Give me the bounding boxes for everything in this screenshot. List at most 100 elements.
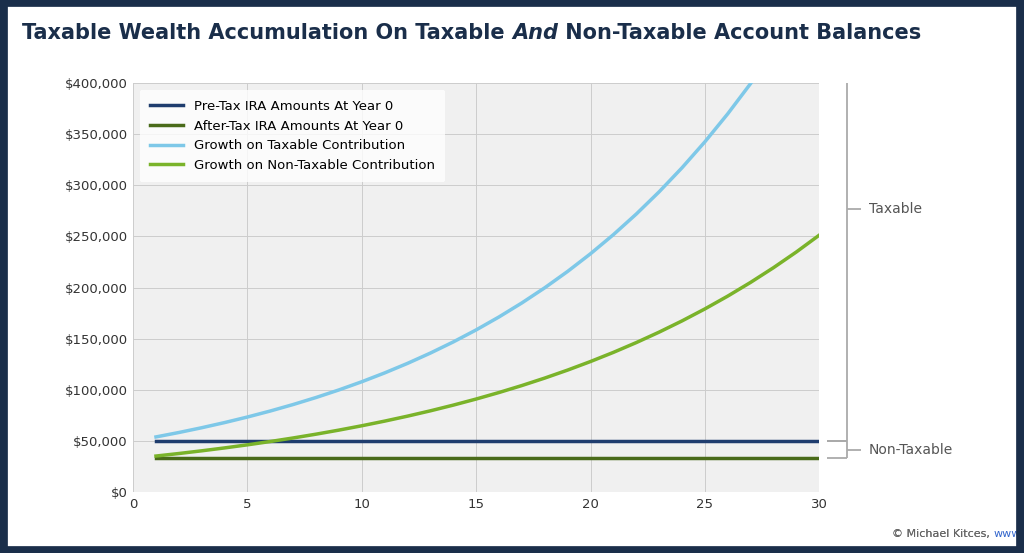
Growth on Non-Taxable Contribution bbox=[287, 435, 299, 441]
Growth on Taxable Contribution bbox=[676, 164, 688, 171]
Pre-Tax IRA Amounts At Year 0 bbox=[242, 438, 254, 445]
Growth on Taxable Contribution bbox=[698, 139, 711, 145]
Pre-Tax IRA Amounts At Year 0 bbox=[287, 438, 299, 445]
Pre-Tax IRA Amounts At Year 0 bbox=[424, 438, 436, 445]
Growth on Non-Taxable Contribution bbox=[813, 232, 825, 238]
Text: And: And bbox=[512, 23, 558, 43]
Growth on Non-Taxable Contribution bbox=[333, 427, 345, 434]
Pre-Tax IRA Amounts At Year 0 bbox=[676, 438, 688, 445]
Growth on Non-Taxable Contribution bbox=[310, 431, 323, 437]
Growth on Non-Taxable Contribution bbox=[242, 441, 254, 448]
Growth on Non-Taxable Contribution bbox=[493, 389, 505, 396]
Pre-Tax IRA Amounts At Year 0 bbox=[744, 438, 757, 445]
After-Tax IRA Amounts At Year 0 bbox=[470, 455, 482, 462]
Growth on Taxable Contribution bbox=[310, 394, 323, 401]
Growth on Non-Taxable Contribution bbox=[355, 422, 368, 429]
Text: © Michael Kitces,: © Michael Kitces, bbox=[892, 529, 993, 539]
Legend: Pre-Tax IRA Amounts At Year 0, After-Tax IRA Amounts At Year 0, Growth on Taxabl: Pre-Tax IRA Amounts At Year 0, After-Tax… bbox=[139, 90, 445, 182]
After-Tax IRA Amounts At Year 0 bbox=[516, 455, 528, 462]
After-Tax IRA Amounts At Year 0 bbox=[791, 455, 803, 462]
Growth on Taxable Contribution bbox=[585, 251, 597, 257]
Pre-Tax IRA Amounts At Year 0 bbox=[447, 438, 460, 445]
Growth on Taxable Contribution bbox=[607, 231, 620, 238]
After-Tax IRA Amounts At Year 0 bbox=[447, 455, 460, 462]
Pre-Tax IRA Amounts At Year 0 bbox=[218, 438, 230, 445]
Pre-Tax IRA Amounts At Year 0 bbox=[516, 438, 528, 445]
After-Tax IRA Amounts At Year 0 bbox=[585, 455, 597, 462]
After-Tax IRA Amounts At Year 0 bbox=[173, 455, 185, 462]
After-Tax IRA Amounts At Year 0 bbox=[379, 455, 391, 462]
Pre-Tax IRA Amounts At Year 0 bbox=[379, 438, 391, 445]
Growth on Taxable Contribution bbox=[539, 284, 551, 291]
Growth on Taxable Contribution bbox=[401, 360, 414, 367]
After-Tax IRA Amounts At Year 0 bbox=[767, 455, 779, 462]
Pre-Tax IRA Amounts At Year 0 bbox=[401, 438, 414, 445]
Growth on Taxable Contribution bbox=[493, 314, 505, 320]
Growth on Non-Taxable Contribution bbox=[424, 408, 436, 414]
Growth on Non-Taxable Contribution bbox=[698, 306, 711, 312]
Growth on Taxable Contribution bbox=[173, 429, 185, 436]
Growth on Taxable Contribution bbox=[653, 189, 666, 195]
Pre-Tax IRA Amounts At Year 0 bbox=[150, 438, 162, 445]
Growth on Taxable Contribution bbox=[791, 12, 803, 19]
Growth on Taxable Contribution bbox=[379, 369, 391, 376]
Growth on Non-Taxable Contribution bbox=[539, 375, 551, 382]
After-Tax IRA Amounts At Year 0 bbox=[722, 455, 734, 462]
Growth on Non-Taxable Contribution bbox=[607, 349, 620, 356]
Growth on Non-Taxable Contribution bbox=[653, 329, 666, 336]
Pre-Tax IRA Amounts At Year 0 bbox=[653, 438, 666, 445]
Growth on Taxable Contribution bbox=[242, 414, 254, 420]
Growth on Non-Taxable Contribution bbox=[744, 279, 757, 286]
After-Tax IRA Amounts At Year 0 bbox=[333, 455, 345, 462]
Pre-Tax IRA Amounts At Year 0 bbox=[470, 438, 482, 445]
Growth on Taxable Contribution bbox=[150, 434, 162, 440]
Growth on Taxable Contribution bbox=[470, 327, 482, 333]
Growth on Taxable Contribution bbox=[447, 338, 460, 345]
After-Tax IRA Amounts At Year 0 bbox=[355, 455, 368, 462]
Pre-Tax IRA Amounts At Year 0 bbox=[630, 438, 642, 445]
Growth on Taxable Contribution bbox=[196, 424, 208, 431]
After-Tax IRA Amounts At Year 0 bbox=[630, 455, 642, 462]
Growth on Taxable Contribution bbox=[287, 401, 299, 408]
Growth on Non-Taxable Contribution bbox=[447, 402, 460, 409]
Pre-Tax IRA Amounts At Year 0 bbox=[264, 438, 276, 445]
Pre-Tax IRA Amounts At Year 0 bbox=[767, 438, 779, 445]
Growth on Non-Taxable Contribution bbox=[401, 413, 414, 420]
Pre-Tax IRA Amounts At Year 0 bbox=[493, 438, 505, 445]
After-Tax IRA Amounts At Year 0 bbox=[653, 455, 666, 462]
After-Tax IRA Amounts At Year 0 bbox=[150, 455, 162, 462]
Growth on Non-Taxable Contribution bbox=[630, 340, 642, 346]
After-Tax IRA Amounts At Year 0 bbox=[698, 455, 711, 462]
Growth on Non-Taxable Contribution bbox=[676, 317, 688, 324]
Text: Non-Taxable Account Balances: Non-Taxable Account Balances bbox=[558, 23, 922, 43]
After-Tax IRA Amounts At Year 0 bbox=[813, 455, 825, 462]
Growth on Non-Taxable Contribution bbox=[470, 396, 482, 403]
Pre-Tax IRA Amounts At Year 0 bbox=[607, 438, 620, 445]
Growth on Non-Taxable Contribution bbox=[585, 358, 597, 365]
Pre-Tax IRA Amounts At Year 0 bbox=[791, 438, 803, 445]
After-Tax IRA Amounts At Year 0 bbox=[264, 455, 276, 462]
After-Tax IRA Amounts At Year 0 bbox=[218, 455, 230, 462]
After-Tax IRA Amounts At Year 0 bbox=[561, 455, 573, 462]
Pre-Tax IRA Amounts At Year 0 bbox=[355, 438, 368, 445]
Growth on Non-Taxable Contribution bbox=[264, 438, 276, 445]
Text: Taxable: Taxable bbox=[868, 202, 922, 216]
Text: Non-Taxable: Non-Taxable bbox=[868, 443, 952, 457]
Pre-Tax IRA Amounts At Year 0 bbox=[196, 438, 208, 445]
Growth on Taxable Contribution bbox=[424, 349, 436, 356]
Line: Growth on Taxable Contribution: Growth on Taxable Contribution bbox=[156, 0, 819, 437]
Pre-Tax IRA Amounts At Year 0 bbox=[813, 438, 825, 445]
Growth on Taxable Contribution bbox=[561, 268, 573, 275]
Growth on Taxable Contribution bbox=[355, 378, 368, 385]
Pre-Tax IRA Amounts At Year 0 bbox=[310, 438, 323, 445]
Growth on Non-Taxable Contribution bbox=[767, 264, 779, 271]
Pre-Tax IRA Amounts At Year 0 bbox=[722, 438, 734, 445]
Growth on Taxable Contribution bbox=[630, 211, 642, 217]
After-Tax IRA Amounts At Year 0 bbox=[493, 455, 505, 462]
Pre-Tax IRA Amounts At Year 0 bbox=[539, 438, 551, 445]
Growth on Non-Taxable Contribution bbox=[173, 450, 185, 457]
Pre-Tax IRA Amounts At Year 0 bbox=[173, 438, 185, 445]
After-Tax IRA Amounts At Year 0 bbox=[676, 455, 688, 462]
Growth on Non-Taxable Contribution bbox=[196, 447, 208, 454]
Growth on Non-Taxable Contribution bbox=[150, 453, 162, 460]
